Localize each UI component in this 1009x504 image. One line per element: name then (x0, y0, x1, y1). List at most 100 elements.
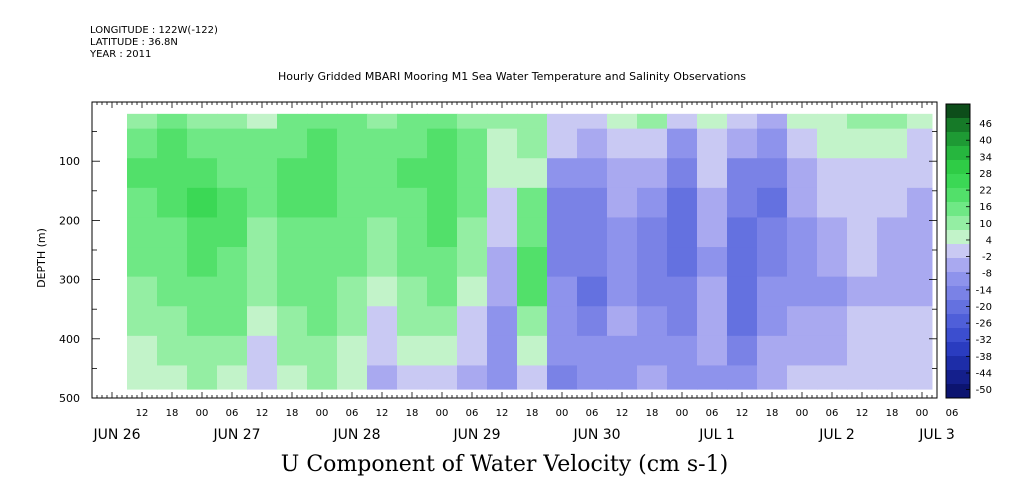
heatmap-cell (817, 187, 848, 218)
heatmap-cell (337, 217, 368, 248)
heatmap-cell (847, 335, 878, 366)
heatmap-cell (397, 276, 428, 307)
heatmap-cell (607, 365, 638, 390)
heatmap-cell (217, 306, 248, 337)
heatmap-cell (427, 365, 458, 390)
heatmap-cell (247, 113, 278, 130)
heatmap-cell (247, 335, 278, 366)
colorbar-swatch (946, 118, 970, 133)
heatmap-cell (277, 276, 308, 307)
heatmap-cell (607, 276, 638, 307)
x-day-label: JUL 2 (818, 427, 855, 443)
heatmap-cell (307, 335, 338, 366)
heatmap-cell (817, 128, 848, 159)
y-tick-label: 100 (59, 155, 80, 168)
heatmap-cell (127, 113, 158, 130)
colorbar: 46 40 34 28 22 16 10 4 -2 -8 -14 -20 -26 -32 -38 -44 -50 (945, 103, 992, 399)
heatmap-cell (667, 113, 698, 130)
heatmap-cell (607, 158, 638, 189)
heatmap-cell (427, 335, 458, 366)
colorbar-tick-label: -44 (976, 368, 992, 379)
heatmap-cell (787, 113, 818, 130)
heatmap-cell (907, 187, 933, 218)
heatmap-cell (667, 276, 698, 307)
heatmap-cell (817, 306, 848, 337)
heatmap-cell (727, 217, 758, 248)
heatmap-cell (727, 276, 758, 307)
heatmap-cell (157, 187, 188, 218)
x-tick-label: 18 (646, 408, 659, 419)
heatmap-cell (547, 113, 578, 130)
x-tick-label: 06 (946, 408, 959, 419)
colorbar-frame (945, 103, 971, 399)
colorbar-tick-label: 34 (979, 152, 992, 163)
x-tick-label: 12 (736, 408, 749, 419)
x-tick-label: 00 (316, 408, 329, 419)
heatmap-cell (127, 158, 158, 189)
x-tick-label: 06 (706, 408, 719, 419)
heatmap-cell (847, 247, 878, 278)
heatmap-cell (577, 158, 608, 189)
heatmap-cell (157, 365, 188, 390)
heatmap-cell (877, 113, 908, 130)
colorbar-swatch (946, 216, 970, 231)
heatmap-cell (487, 247, 518, 278)
heatmap-cell (847, 217, 878, 248)
heatmap-cell (697, 128, 728, 159)
heatmap-cell (367, 335, 398, 366)
heatmap-cell (577, 217, 608, 248)
heatmap-cell (727, 187, 758, 218)
heatmap-cell (457, 335, 488, 366)
heatmap-cell (217, 113, 248, 130)
y-tick-label: 200 (59, 214, 80, 227)
colorbar-swatch (946, 342, 970, 357)
heatmap-cell (157, 247, 188, 278)
heatmap-cell (277, 247, 308, 278)
heatmap-cell (547, 335, 578, 366)
heatmap-cell (217, 365, 248, 390)
heatmap-cell (787, 306, 818, 337)
heatmap-cell (307, 158, 338, 189)
heatmap-cell (217, 187, 248, 218)
heatmap-cell (217, 335, 248, 366)
heatmap-cell (187, 276, 218, 307)
heatmap-cell (247, 217, 278, 248)
heatmap-cell (397, 365, 428, 390)
heatmap-cell (817, 335, 848, 366)
colorbar-swatch (946, 160, 970, 175)
heatmap-cell (427, 187, 458, 218)
heatmap-cell (637, 306, 668, 337)
heatmap-cell (397, 335, 428, 366)
heatmap-cell (637, 276, 668, 307)
heatmap-cell (247, 247, 278, 278)
heatmap-cell (577, 113, 608, 130)
heatmap-cell (787, 128, 818, 159)
heatmap-cell (187, 365, 218, 390)
heatmap-cell (487, 187, 518, 218)
heatmap-cell (367, 247, 398, 278)
heatmap-cell (877, 128, 908, 159)
heatmap-cell (277, 365, 308, 390)
heatmap-cell (157, 335, 188, 366)
heatmap-cell (637, 158, 668, 189)
heatmap-cell (847, 306, 878, 337)
heatmap-cell (427, 217, 458, 248)
heatmap-cell (427, 113, 458, 130)
heatmap-cell (607, 306, 638, 337)
heatmap-cell (667, 128, 698, 159)
heatmap-cell (787, 158, 818, 189)
heatmap-cell (307, 217, 338, 248)
heatmap-cell (877, 247, 908, 278)
heatmap-cell (547, 217, 578, 248)
heatmap-cell (577, 365, 608, 390)
heatmap-cell (367, 276, 398, 307)
heatmap-cell (757, 247, 788, 278)
heatmap-cell (487, 217, 518, 248)
heatmap-cell (247, 276, 278, 307)
heatmap-cell (397, 158, 428, 189)
colorbar-tick-label: 22 (979, 186, 992, 197)
heatmap-cell (307, 365, 338, 390)
heatmap-cell (697, 306, 728, 337)
x-tick-label: 00 (916, 408, 929, 419)
